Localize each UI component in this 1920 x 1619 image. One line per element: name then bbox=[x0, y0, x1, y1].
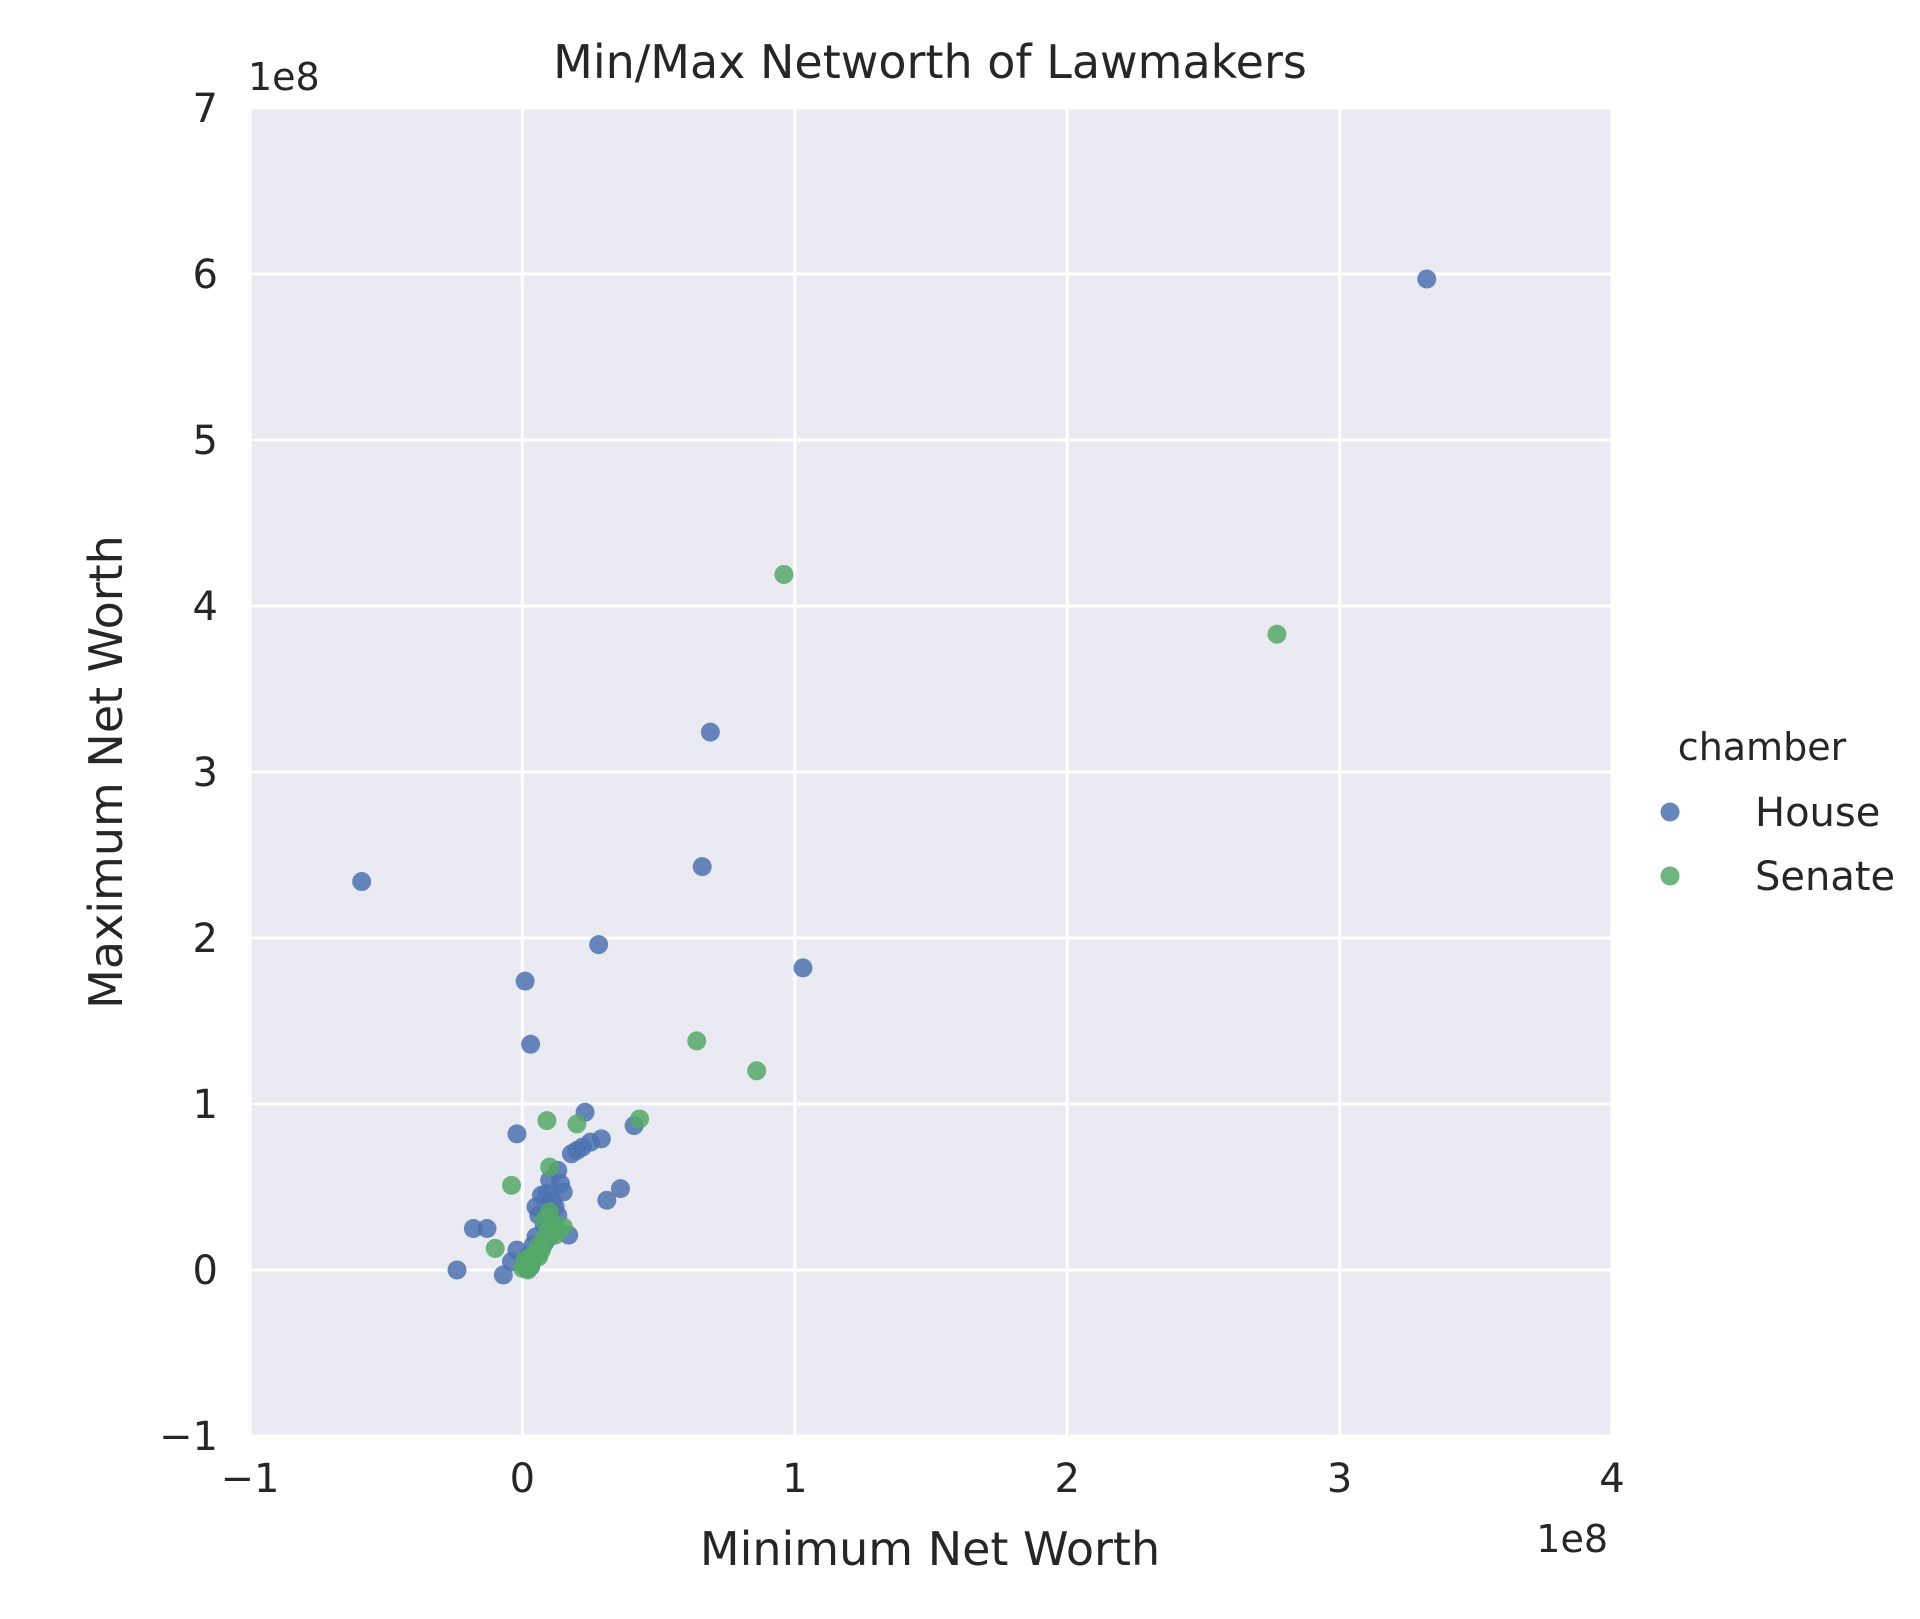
y-tick-label: 7 bbox=[193, 86, 218, 132]
legend-label-senate: Senate bbox=[1755, 854, 1895, 900]
scatter-point bbox=[630, 1109, 650, 1129]
legend-label-house: House bbox=[1755, 790, 1880, 836]
scatter-point bbox=[447, 1260, 467, 1280]
x-tick-labels: −1 0 1 2 3 4 bbox=[221, 1456, 1625, 1502]
legend: chamber House Senate bbox=[1660, 725, 1895, 900]
x-tick-label: 4 bbox=[1599, 1456, 1624, 1502]
y-tick-label: 4 bbox=[193, 584, 218, 630]
y-offset-label: 1e8 bbox=[248, 55, 320, 99]
x-tick-label: 0 bbox=[510, 1456, 535, 1502]
legend-title: chamber bbox=[1678, 725, 1847, 769]
scatter-point bbox=[515, 1250, 535, 1270]
scatter-point bbox=[589, 935, 609, 955]
scatter-point bbox=[507, 1124, 527, 1144]
legend-marker-senate bbox=[1660, 866, 1680, 886]
scatter-point bbox=[572, 1137, 592, 1157]
scatter-point bbox=[502, 1175, 522, 1195]
x-tick-label: −1 bbox=[221, 1456, 280, 1502]
legend-marker-house bbox=[1660, 802, 1680, 822]
scatter-point bbox=[515, 971, 535, 991]
scatter-point bbox=[534, 1210, 554, 1230]
data-points bbox=[352, 269, 1437, 1285]
x-tick-label: 1 bbox=[782, 1456, 807, 1502]
grid-lines bbox=[248, 106, 1614, 1438]
scatter-point bbox=[352, 872, 372, 892]
scatter-point bbox=[548, 1220, 568, 1240]
scatter-point bbox=[567, 1114, 587, 1134]
scatter-point bbox=[521, 1034, 541, 1054]
y-tick-label: 2 bbox=[193, 916, 218, 962]
scatter-point bbox=[1417, 269, 1437, 289]
x-tick-label: 3 bbox=[1327, 1456, 1352, 1502]
y-tick-label: 1 bbox=[193, 1082, 218, 1128]
y-tick-label: 6 bbox=[193, 252, 218, 298]
y-tick-labels: −1 0 1 2 3 4 5 6 7 bbox=[159, 86, 218, 1460]
y-tick-label: −1 bbox=[159, 1414, 218, 1460]
scatter-point bbox=[540, 1157, 560, 1177]
y-tick-label: 0 bbox=[193, 1248, 218, 1294]
x-axis-label: Minimum Net Worth bbox=[700, 1522, 1160, 1576]
scatter-point bbox=[463, 1219, 483, 1238]
x-offset-label: 1e8 bbox=[1536, 1517, 1608, 1561]
scatter-point bbox=[793, 958, 813, 978]
scatter-point bbox=[477, 1219, 497, 1238]
scatter-point bbox=[537, 1184, 557, 1204]
scatter-point bbox=[692, 857, 712, 877]
y-axis-label: Maximum Net Worth bbox=[79, 535, 133, 1009]
scatter-point bbox=[551, 1174, 571, 1194]
scatter-point bbox=[700, 722, 720, 742]
y-tick-label: 5 bbox=[193, 418, 218, 464]
series-senate bbox=[485, 564, 1287, 1280]
scatter-point bbox=[1267, 624, 1287, 644]
scatter-point bbox=[537, 1111, 557, 1131]
scatter-point bbox=[747, 1061, 767, 1081]
scatter-point bbox=[485, 1238, 505, 1258]
scatter-point bbox=[774, 564, 794, 584]
x-tick-label: 2 bbox=[1054, 1456, 1079, 1502]
scatter-point bbox=[687, 1031, 707, 1051]
scatter-point bbox=[610, 1179, 630, 1199]
scatter-point bbox=[597, 1190, 617, 1210]
chart-title: Min/Max Networth of Lawmakers bbox=[553, 35, 1307, 89]
y-tick-label: 3 bbox=[193, 750, 218, 796]
